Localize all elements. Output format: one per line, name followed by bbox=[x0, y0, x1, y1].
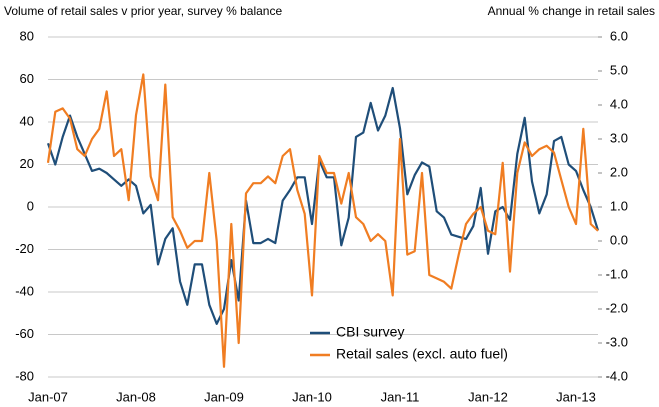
y2-tick-label: 3.0 bbox=[610, 130, 628, 145]
y-tick-label: 0 bbox=[27, 198, 34, 213]
x-tick-label: Jan-09 bbox=[204, 389, 244, 404]
y2-tick-label: -4.0 bbox=[606, 368, 628, 383]
y-tick-label: 60 bbox=[20, 71, 34, 86]
legend-label: Retail sales (excl. auto fuel) bbox=[336, 346, 508, 362]
x-tick-label: Jan-12 bbox=[468, 389, 508, 404]
y2-tick-label: 2.0 bbox=[610, 164, 628, 179]
y2-tick-label: 1.0 bbox=[610, 198, 628, 213]
y-tick-label: 80 bbox=[20, 28, 34, 43]
y-axis-label: Volume of retail sales v prior year, sur… bbox=[4, 4, 282, 18]
y-tick-label: -20 bbox=[15, 241, 34, 256]
y2-tick-label: 6.0 bbox=[610, 28, 628, 43]
x-tick-label: Jan-07 bbox=[28, 389, 68, 404]
y2-tick-label: 4.0 bbox=[610, 96, 628, 111]
y-tick-label: -40 bbox=[15, 283, 34, 298]
y2-axis-label: Annual % change in retail sales bbox=[488, 4, 655, 18]
x-tick-label: Jan-13 bbox=[556, 389, 596, 404]
x-tick-label: Jan-11 bbox=[381, 389, 420, 404]
y2-tick-label: 0.0 bbox=[610, 232, 628, 247]
y-tick-label: 40 bbox=[20, 113, 34, 128]
y2-tick-label: -3.0 bbox=[606, 334, 628, 349]
legend-label: CBI survey bbox=[336, 324, 404, 340]
y2-tick-label: -2.0 bbox=[606, 300, 628, 315]
y-tick-label: -60 bbox=[15, 326, 34, 341]
series-line bbox=[46, 73, 599, 368]
y2-tick-label: 5.0 bbox=[610, 62, 628, 77]
y2-tick-label: -1.0 bbox=[606, 266, 628, 281]
x-tick-label: Jan-08 bbox=[116, 389, 156, 404]
y-tick-label: 20 bbox=[20, 156, 34, 171]
x-tick-label: Jan-10 bbox=[292, 389, 332, 404]
y-tick-label: -80 bbox=[15, 368, 34, 383]
